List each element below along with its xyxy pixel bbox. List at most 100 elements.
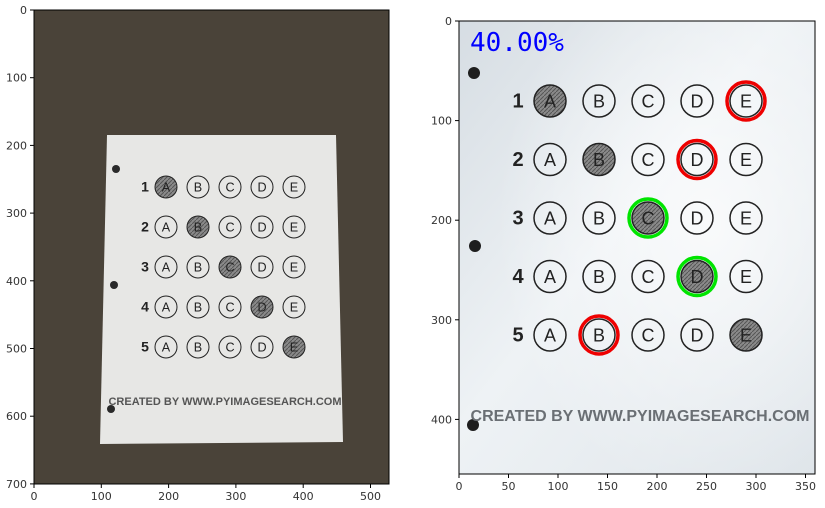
- answer-bubble: [154, 335, 178, 359]
- answer-bubble: [218, 175, 242, 199]
- answer-bubble: [729, 201, 763, 235]
- answer-bubble: [282, 215, 306, 239]
- bubble-letter: A: [162, 221, 171, 235]
- question-number: 5: [512, 325, 523, 347]
- bubble-letter: C: [225, 221, 234, 235]
- graded-sheet-panel: 1 A B C D E2 A B C D E3 A B C D E4 A B C D E5 A B C D E CREATED B…: [431, 15, 816, 493]
- bubble-letter: E: [740, 92, 752, 112]
- answer-bubble: [582, 84, 616, 118]
- answer-bubble: [250, 175, 274, 199]
- question-number: 2: [141, 219, 149, 235]
- y-tick-label: 400: [431, 413, 452, 426]
- binder-hole-bottom: [107, 405, 115, 413]
- answer-bubble: [533, 84, 567, 118]
- bubble-letter: E: [740, 267, 752, 287]
- bubble-letter: A: [544, 209, 556, 229]
- bubble-letter: B: [593, 267, 605, 287]
- bubble-letter: A: [162, 301, 171, 315]
- answer-bubble: [631, 142, 665, 177]
- answer-bubble: [680, 259, 714, 294]
- y-tick-label: 100: [6, 72, 27, 85]
- bubble-letter: B: [194, 301, 202, 315]
- bubble-letter: E: [740, 150, 752, 170]
- question-number: 5: [141, 339, 149, 355]
- bubble-letter: B: [593, 209, 605, 229]
- bubble-letter: B: [194, 221, 202, 235]
- left-axis-ticks: 0 100 200 300 400 500 0 100 200 300 400 500 600 700: [6, 4, 381, 503]
- y-tick-label: 300: [6, 207, 27, 220]
- answer-bubble: [154, 255, 178, 279]
- answer-bubble: [729, 84, 763, 118]
- answer-bubble: [186, 215, 210, 239]
- y-tick-label: 200: [6, 139, 27, 152]
- bubble-letter: A: [162, 341, 171, 355]
- bubble-letter: C: [642, 150, 655, 170]
- bubble-letter: D: [691, 209, 704, 229]
- answer-bubble: [250, 215, 274, 239]
- answer-bubble: [631, 84, 665, 118]
- bubble-letter: D: [257, 261, 266, 275]
- answer-bubble: [680, 318, 714, 352]
- answer-bubble: [680, 201, 714, 235]
- answer-bubble: [631, 259, 665, 294]
- answer-bubble: [218, 295, 242, 319]
- x-tick-label: 300: [746, 480, 767, 493]
- question-number: 3: [512, 208, 523, 230]
- answer-bubble: [154, 295, 178, 319]
- y-tick-label: 600: [6, 410, 27, 423]
- bubble-letter: C: [225, 341, 234, 355]
- bubble-letter: D: [691, 326, 704, 346]
- answer-bubble: [250, 295, 274, 319]
- answer-bubble: [582, 201, 616, 235]
- answer-bubble: [282, 335, 306, 359]
- x-tick-label: 50: [502, 480, 516, 493]
- x-tick-label: 500: [360, 490, 381, 503]
- bubble-letter: B: [194, 181, 202, 195]
- y-tick-label: 0: [445, 15, 452, 28]
- binder-hole-middle: [110, 281, 118, 289]
- wrong-answer-ring: [725, 80, 767, 122]
- x-tick-label: 300: [225, 490, 246, 503]
- original-photo-panel: 1 A B C D E2 A B C D E3 A B C D E4 A B C D E5 A B C D E CREATED B…: [6, 4, 390, 503]
- answer-bubble: [218, 215, 242, 239]
- answer-bubble: [154, 215, 178, 239]
- bubble-letter: D: [691, 92, 704, 112]
- x-tick-label: 350: [795, 480, 816, 493]
- answer-bubble: [533, 259, 567, 294]
- bubble-letter: D: [257, 221, 266, 235]
- answer-bubble: [218, 255, 242, 279]
- correct-answer-ring: [627, 197, 669, 239]
- binder-hole-top: [112, 165, 120, 173]
- bubble-letter: D: [257, 301, 266, 315]
- bubble-letter: D: [257, 181, 266, 195]
- wrong-answer-ring: [578, 314, 620, 356]
- answer-bubble: [186, 295, 210, 319]
- bubble-letter: E: [740, 326, 752, 346]
- bubble-letter: B: [593, 150, 605, 170]
- paper-sheet: [100, 135, 343, 444]
- question-number: 2: [512, 149, 523, 171]
- answer-bubble: [218, 335, 242, 359]
- bubble-letter: A: [544, 150, 556, 170]
- binder-hole-middle: [469, 240, 481, 252]
- question-number: 4: [141, 299, 149, 315]
- x-tick-label: 250: [696, 480, 717, 493]
- right-axis-ticks: 0 50 100 150 200 250 300 350 0 100 200 300 400: [431, 15, 816, 493]
- answer-bubble: [582, 259, 616, 294]
- correct-answer-ring: [676, 255, 718, 298]
- answer-bubble: [582, 318, 616, 352]
- bubble-letter: C: [642, 92, 655, 112]
- answer-bubble: [680, 142, 714, 177]
- answer-bubble: [282, 255, 306, 279]
- y-tick-label: 100: [431, 115, 452, 128]
- bubble-letter: E: [290, 341, 298, 355]
- answer-bubble: [680, 84, 714, 118]
- bubble-letter: E: [740, 209, 752, 229]
- x-tick-label: 400: [293, 490, 314, 503]
- left-bubble-sheet: 1 A B C D E2 A B C D E3 A B C D E4 A B C D E5 A B C D E: [141, 175, 306, 359]
- bubble-letter: A: [544, 267, 556, 287]
- bubble-letter: A: [162, 261, 171, 275]
- score-label: 40.00%: [470, 28, 564, 58]
- bubble-letter: D: [257, 341, 266, 355]
